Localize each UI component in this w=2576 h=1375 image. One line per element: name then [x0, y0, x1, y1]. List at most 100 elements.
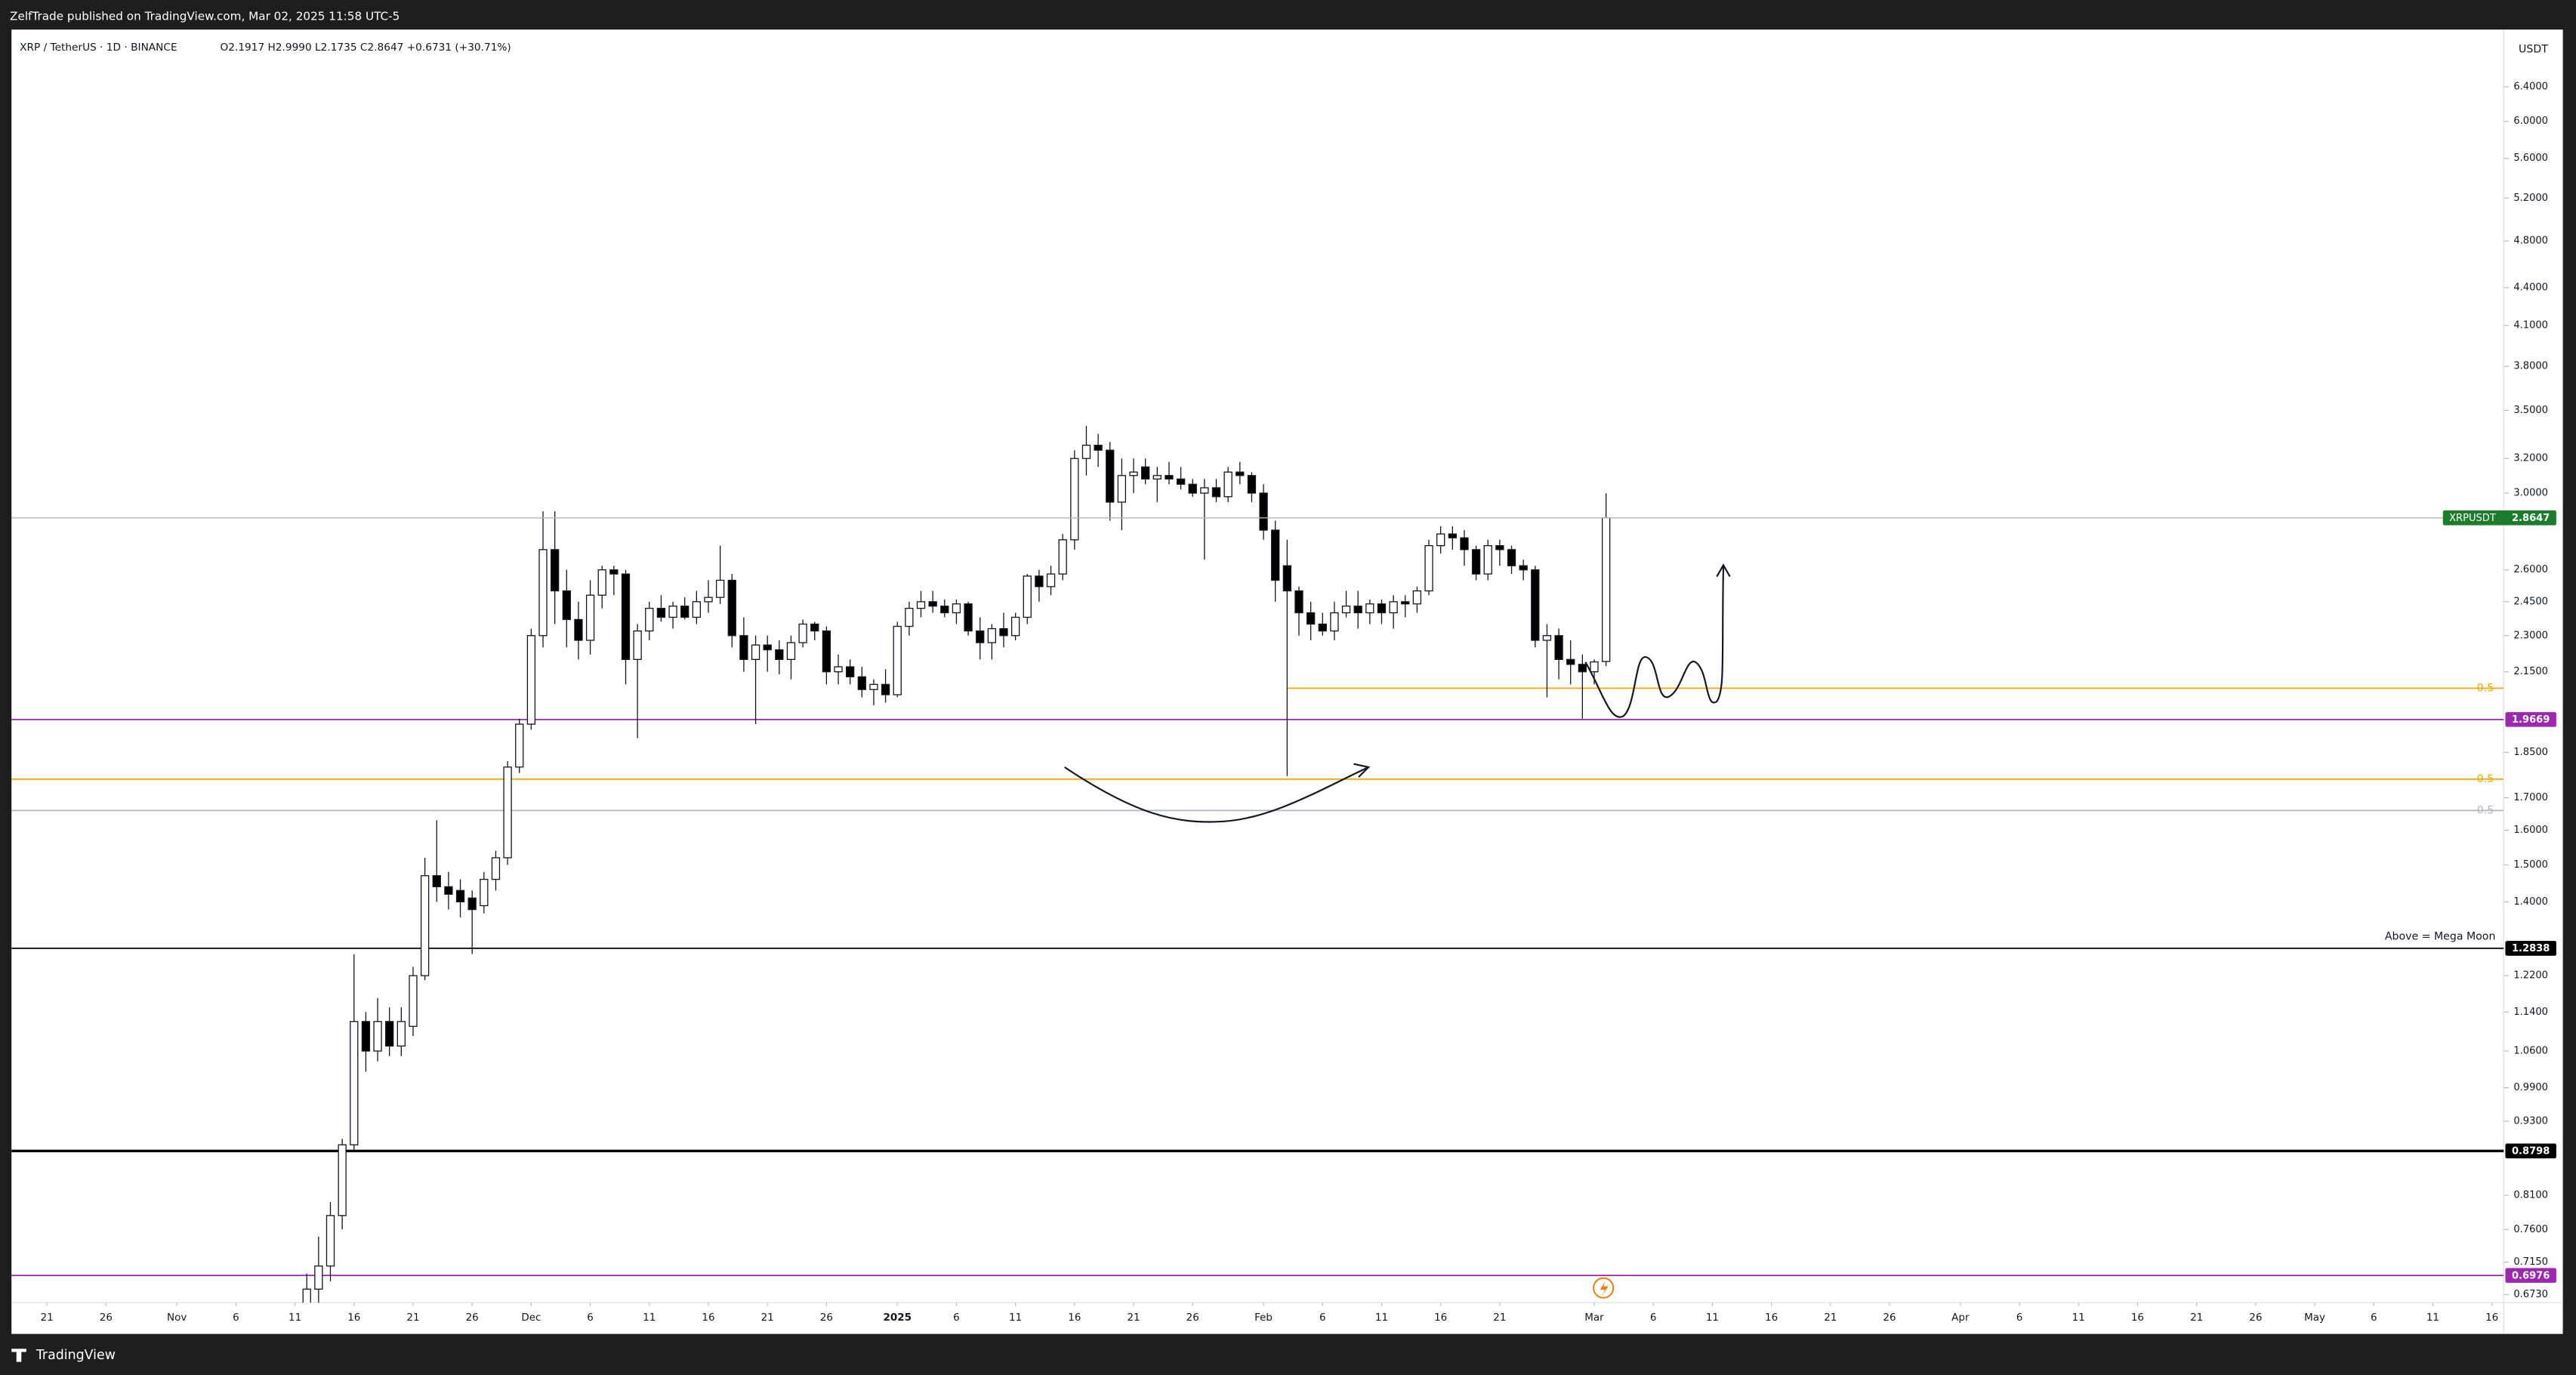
candle-body: [645, 607, 654, 632]
x-tick-label: 11: [1706, 1312, 1719, 1324]
candle-body: [1010, 616, 1020, 637]
candle-body: [1223, 471, 1232, 498]
candle-body: [905, 607, 914, 627]
x-tick-label: 6: [233, 1312, 239, 1324]
x-tick-label: 26: [820, 1312, 833, 1324]
candle-body: [692, 601, 702, 618]
x-tick-label: 21: [1493, 1312, 1506, 1324]
x-tick-label: Apr: [1951, 1312, 1970, 1324]
candle-body: [846, 666, 855, 677]
x-tick-label: Feb: [1254, 1312, 1273, 1324]
candle-body: [515, 723, 524, 768]
candle-body: [551, 549, 560, 592]
x-tick-label: 16: [2485, 1312, 2498, 1324]
x-tick-label: 6: [587, 1312, 594, 1324]
x-tick-label: 26: [100, 1312, 113, 1324]
header: ZelfTrade published on TradingView.com, …: [10, 9, 400, 23]
y-tick-label: 5.2000: [2513, 193, 2548, 204]
arrow-head: [1353, 763, 1371, 778]
y-tick-label: 3.2000: [2513, 453, 2548, 464]
candle-body: [538, 549, 548, 637]
y-tick-label: 1.0600: [2513, 1045, 2548, 1056]
candle-body: [396, 1021, 406, 1047]
symbol: XRP / TetherUS · 1D · BINANCE: [20, 42, 177, 54]
candle-body: [609, 569, 619, 575]
level-label: 0.5: [2477, 804, 2494, 816]
candle-body: [1165, 475, 1174, 480]
price-box-label: 1.9669: [2512, 714, 2550, 726]
candle-body: [775, 649, 784, 660]
candle-body: [952, 603, 961, 614]
event-icon-bolt: [1600, 1281, 1609, 1296]
y-tick-label: 6.4000: [2513, 81, 2548, 92]
candle-body: [1460, 537, 1469, 550]
candle-body: [1554, 635, 1563, 660]
x-tick-label: 21: [761, 1312, 774, 1324]
candle-body: [999, 627, 1008, 637]
candle-body: [1070, 458, 1079, 541]
y-tick-label: 2.1500: [2513, 666, 2548, 677]
candle-body: [1401, 601, 1410, 605]
x-tick-label: 16: [347, 1312, 360, 1324]
y-tick-label: 1.5000: [2513, 859, 2548, 871]
candle-body: [810, 623, 819, 632]
candle-body: [1519, 565, 1528, 571]
x-tick-label: 11: [1009, 1312, 1022, 1324]
candle-body: [373, 1021, 382, 1052]
candle-body: [1211, 487, 1221, 498]
candle-body: [562, 590, 571, 621]
candle-body: [325, 1215, 335, 1267]
level-label: 0.5: [2477, 773, 2494, 785]
x-tick-label: 26: [1186, 1312, 1199, 1324]
x-tick-label: 6: [2371, 1312, 2377, 1324]
x-tick-label: 21: [2190, 1312, 2203, 1324]
candle-body: [1566, 658, 1575, 665]
candle-body: [680, 606, 690, 618]
candle-body: [1318, 623, 1327, 632]
candle-body: [668, 606, 677, 618]
x-tick-label: 11: [1375, 1312, 1388, 1324]
candle-body: [350, 1021, 359, 1145]
candle-body: [585, 594, 595, 641]
y-tick-label: 4.4000: [2513, 282, 2548, 294]
level-note: Above = Mega Moon: [2385, 931, 2496, 943]
candle-body: [964, 603, 973, 632]
candle-body: [869, 683, 878, 690]
candle-body: [633, 630, 642, 660]
candle-body: [361, 1021, 371, 1052]
x-tick-label: 11: [2072, 1312, 2085, 1324]
y-tick-label: 1.6000: [2513, 825, 2548, 836]
candle-body: [1353, 606, 1362, 614]
curve-drawing: [1064, 766, 1369, 823]
candle-body: [1094, 445, 1103, 451]
y-tick-label: 2.6000: [2513, 564, 2548, 575]
x-tick-label: 21: [1127, 1312, 1140, 1324]
x-tick-label: 11: [2426, 1312, 2439, 1324]
candle-body: [1259, 492, 1268, 531]
x-tick-label: Mar: [1584, 1312, 1604, 1324]
x-tick-label: 16: [1765, 1312, 1778, 1324]
candle-body: [1531, 569, 1540, 641]
x-tick-label: 6: [1319, 1312, 1326, 1324]
candle-body: [976, 630, 985, 643]
price-tag-value: 2.8647: [2512, 513, 2550, 524]
x-tick-label: 16: [1434, 1312, 1447, 1324]
y-tick-label: 6.0000: [2513, 116, 2548, 127]
candle-body: [467, 897, 477, 911]
candle-body: [314, 1265, 323, 1290]
y-tick-label: 5.6000: [2513, 153, 2548, 164]
x-tick-label: May: [2304, 1312, 2325, 1324]
candle-body: [1152, 475, 1162, 480]
ohlc: O2.1917 H2.9990 L2.1735 C2.8647 +0.6731 …: [221, 42, 511, 54]
price-box: [2505, 1268, 2556, 1283]
candle-body: [1377, 603, 1387, 614]
y-tick-label: 4.8000: [2513, 236, 2548, 247]
candle-body: [1247, 475, 1257, 494]
candle-body: [704, 597, 713, 603]
y-tick-label: 4.1000: [2513, 320, 2548, 331]
x-tick-label: 16: [1068, 1312, 1081, 1324]
candle-body: [940, 606, 949, 614]
candle-body: [751, 644, 760, 660]
